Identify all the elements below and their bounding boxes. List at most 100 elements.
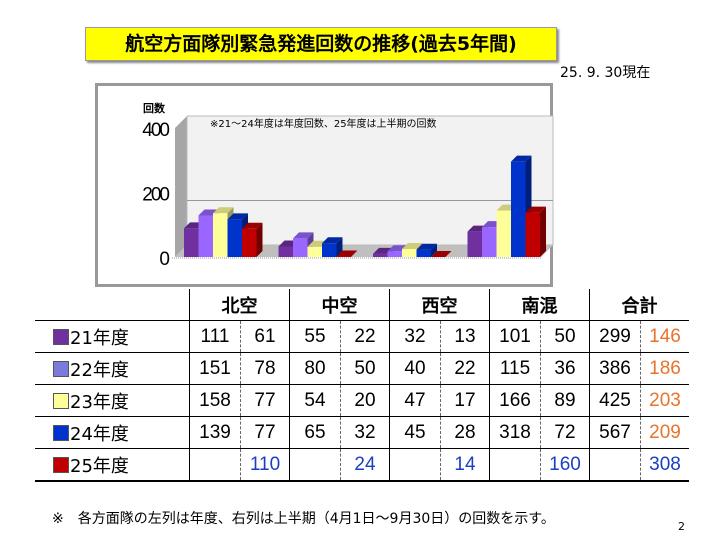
row-label: 25年度 <box>35 448 190 482</box>
bar-21年度-西空 <box>373 253 388 257</box>
bar-top <box>336 250 357 257</box>
bar-top <box>525 206 546 213</box>
table-cell: 72 <box>540 416 590 449</box>
bar-top <box>227 213 248 220</box>
column-header: 北空 <box>189 289 290 321</box>
y-tick-label: 0 <box>159 249 169 270</box>
table-cell: 14 <box>440 448 490 482</box>
bar-23年度-北空 <box>213 213 228 257</box>
table-cell: 151 <box>189 352 241 385</box>
table-cell: 146 <box>640 320 689 353</box>
y-tick-label: 400 <box>142 120 169 141</box>
row-label-text: 23年度 <box>70 391 129 413</box>
table-cell: 32 <box>340 416 390 449</box>
legend-swatch-icon <box>53 392 69 409</box>
table-cell: 17 <box>440 384 490 417</box>
table-cell: 110 <box>240 448 290 482</box>
bar-top <box>322 237 343 244</box>
table-cell: 13 <box>440 320 490 353</box>
table-cell: 186 <box>640 352 689 385</box>
table-cell: 61 <box>240 320 290 353</box>
data-table: 北空 中空 西空 南混 合計 21年度 111 61 55 22 32 13 101 50 299 146 2… <box>35 289 689 482</box>
table-cell <box>589 448 641 482</box>
footnote: ※ 各方面隊の左列は年度、右列は上半期（4月1日～9月30日）の回数を示す。 <box>52 511 555 527</box>
table-cell: 158 <box>189 384 241 417</box>
table-cell: 203 <box>640 384 689 417</box>
column-header: 南混 <box>489 289 590 321</box>
y-tick-label: 200 <box>142 185 169 206</box>
y-axis-label: 回数 <box>143 101 166 115</box>
table-row: 21年度 111 61 55 22 32 13 101 50 299 146 <box>35 320 689 353</box>
table-cell: 425 <box>589 384 641 417</box>
bar-21年度-中空 <box>278 246 293 257</box>
bar-25年度-北空 <box>242 228 257 257</box>
bar-22年度-中空 <box>293 238 308 257</box>
bar-21年度-北空 <box>184 228 199 257</box>
table-cell: 24 <box>340 448 390 482</box>
table-cell <box>389 448 441 482</box>
table-cell: 20 <box>340 384 390 417</box>
bar-top <box>293 232 314 239</box>
chart-svg: 0 200 400 回数 ※21～24年度は年度回数、25年度は上半期の回数 <box>142 101 554 270</box>
table-cell: 80 <box>289 352 341 385</box>
floor <box>175 245 553 257</box>
row-label-text: 21年度 <box>70 327 129 349</box>
row-label-text: 24年度 <box>70 423 129 445</box>
table-row: 23年度 158 77 54 20 47 17 166 89 425 203 <box>35 384 689 417</box>
legend-swatch-icon <box>53 328 69 345</box>
table-cell: 101 <box>489 320 541 353</box>
bar-23年度-中空 <box>307 246 322 257</box>
legend-swatch-icon <box>53 424 69 441</box>
page-title: 航空方面隊別緊急発進回数の推移(過去5年間) <box>85 27 557 61</box>
bar-top <box>402 243 423 250</box>
row-label: 21年度 <box>35 320 190 353</box>
table-cell: 318 <box>489 416 541 449</box>
bar-23年度-西空 <box>402 249 417 257</box>
bar-top <box>242 222 263 229</box>
row-label-text: 22年度 <box>70 359 129 381</box>
row-label-text: 25年度 <box>70 455 129 477</box>
table-cell: 55 <box>289 320 341 353</box>
table-cell <box>289 448 341 482</box>
bar-top <box>511 155 532 162</box>
bar-top <box>416 243 437 250</box>
row-label: 22年度 <box>35 352 190 385</box>
side-wall <box>175 116 187 257</box>
table-cell <box>189 448 241 482</box>
table-cell: 47 <box>389 384 441 417</box>
table-cell: 77 <box>240 416 290 449</box>
bar-25年度-南混 <box>525 212 540 257</box>
table-cell: 308 <box>640 448 689 482</box>
table-row: 22年度 151 78 80 50 40 22 115 36 386 186 <box>35 352 689 385</box>
bar-top <box>213 207 234 214</box>
as-of-date: 25. 9. 30現在 <box>560 65 651 81</box>
bar-side <box>351 250 357 257</box>
table-cell: 28 <box>440 416 490 449</box>
legend-swatch-icon <box>53 456 69 473</box>
table-cell: 32 <box>389 320 441 353</box>
table-cell: 50 <box>540 320 590 353</box>
table-cell: 77 <box>240 384 290 417</box>
row-label: 24年度 <box>35 416 190 449</box>
table-cell: 160 <box>540 448 590 482</box>
bar-24年度-中空 <box>322 243 337 257</box>
bar-side <box>431 243 437 257</box>
bar-side <box>540 206 546 257</box>
legend-swatch-icon <box>53 360 69 377</box>
bar-24年度-北空 <box>227 219 242 257</box>
bar-22年度-南混 <box>482 227 497 257</box>
bar-24年度-南混 <box>511 161 526 257</box>
bar-22年度-北空 <box>198 215 213 257</box>
bar-side <box>256 222 263 257</box>
table-cell: 22 <box>440 352 490 385</box>
bar-21年度-南混 <box>467 231 482 257</box>
table-cell: 22 <box>340 320 390 353</box>
bar-top <box>431 251 452 257</box>
bar-23年度-南混 <box>496 210 511 257</box>
table-cell: 78 <box>240 352 290 385</box>
bar-24年度-西空 <box>416 249 431 257</box>
table-cell: 50 <box>340 352 390 385</box>
table-cell: 40 <box>389 352 441 385</box>
table-row: 25年度 110 24 14 160 308 <box>35 448 689 482</box>
table-cell: 386 <box>589 352 641 385</box>
